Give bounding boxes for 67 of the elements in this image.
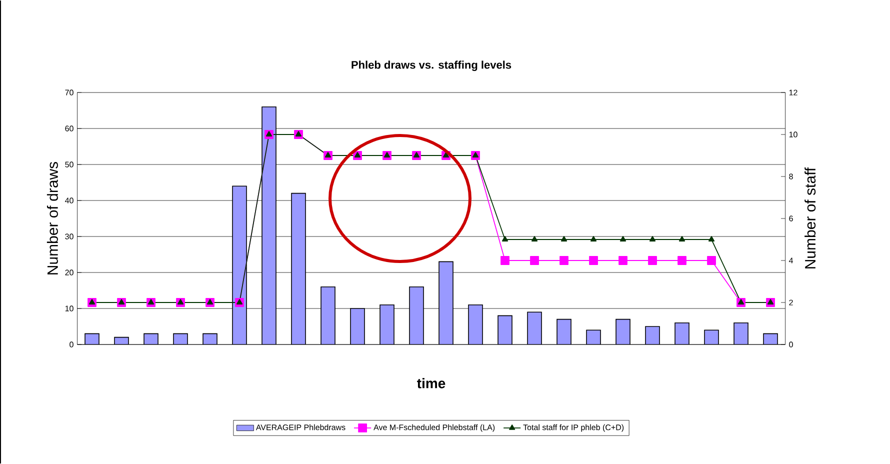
point xyxy=(266,131,272,136)
point xyxy=(354,152,361,158)
bar xyxy=(438,261,454,344)
bar xyxy=(350,308,365,344)
point xyxy=(618,256,628,265)
point xyxy=(589,256,598,265)
point xyxy=(413,152,420,158)
point xyxy=(236,299,243,304)
bar xyxy=(527,312,542,344)
bar xyxy=(556,318,572,344)
point xyxy=(708,236,715,242)
point xyxy=(88,299,96,304)
y2-tick-label: 12 xyxy=(789,90,798,96)
point xyxy=(442,152,450,158)
point xyxy=(678,256,686,265)
point xyxy=(649,236,656,242)
point xyxy=(707,256,716,265)
bar xyxy=(291,192,306,344)
bar xyxy=(616,318,630,344)
legend-label: Ave M-Fscheduled Phlebstaff (LA) xyxy=(374,424,495,432)
y-tick-label: 70 xyxy=(65,90,74,96)
point xyxy=(500,256,510,265)
bar xyxy=(232,186,247,344)
y-tick-label: 50 xyxy=(65,162,74,168)
point xyxy=(295,131,302,136)
point xyxy=(678,236,686,242)
legend-label: AVERAGEIP Phlebdraws xyxy=(256,424,346,430)
point xyxy=(767,299,774,304)
y-axis-title: Number of draws xyxy=(46,162,58,274)
y2-tick-label: 4 xyxy=(788,258,794,264)
legend-label: Total staff for IP phleb (C+D) xyxy=(523,424,624,432)
bar xyxy=(320,286,336,344)
bar xyxy=(409,286,424,344)
bar xyxy=(468,304,483,344)
chart-title: Phleb draws vs. staffing levels xyxy=(352,60,512,71)
y-tick-label: 10 xyxy=(65,306,74,312)
point xyxy=(530,256,539,265)
y2-tick-label: 0 xyxy=(789,342,793,348)
point xyxy=(648,256,657,265)
y2-tick-label: 6 xyxy=(789,216,793,222)
point xyxy=(560,256,568,265)
y-tick-label: 60 xyxy=(65,126,74,132)
y-tick-label: 30 xyxy=(65,234,74,240)
x-axis-title: time xyxy=(417,378,446,388)
bar xyxy=(262,106,276,344)
y2-axis-title: Number of staff xyxy=(804,167,816,268)
point xyxy=(324,152,332,158)
point xyxy=(118,299,125,304)
y-tick-label: 40 xyxy=(65,198,74,204)
point xyxy=(148,299,154,304)
y-tick-label: 20 xyxy=(65,270,74,276)
y2-tick-label: 10 xyxy=(789,132,798,138)
y2-tick-label: 2 xyxy=(789,300,793,306)
y-tick-label: 0 xyxy=(70,342,74,348)
point xyxy=(738,299,744,304)
bar xyxy=(380,304,394,344)
point xyxy=(177,299,184,304)
point xyxy=(384,152,390,158)
point xyxy=(531,236,538,242)
point xyxy=(502,236,508,242)
bar xyxy=(498,315,512,344)
y2-tick-label: 8 xyxy=(789,174,793,180)
point xyxy=(560,236,568,242)
point xyxy=(590,236,597,242)
point xyxy=(206,299,214,304)
point xyxy=(620,236,626,242)
point xyxy=(472,152,479,158)
